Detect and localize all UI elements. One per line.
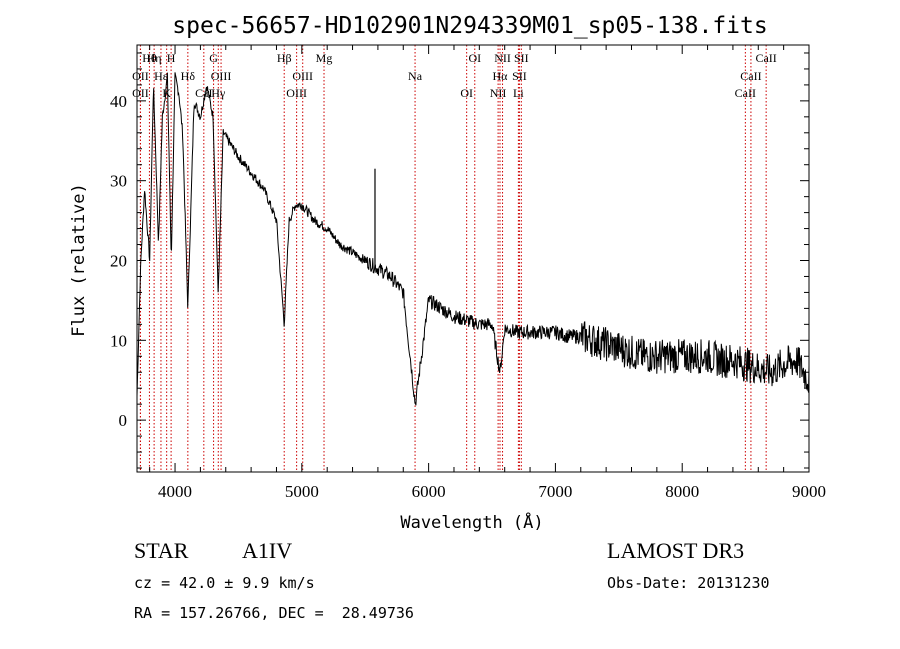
spectral-line-label: Hε	[154, 69, 168, 83]
x-tick-label: 7000	[538, 482, 572, 501]
spectral-line-label: Hα	[493, 69, 509, 83]
coordinates: RA = 157.26766, DEC = 28.49736	[134, 604, 414, 622]
chart-title: spec-56657-HD102901N294339M01_sp05-138.f…	[172, 13, 767, 39]
survey-name: LAMOST DR3	[607, 538, 745, 563]
spectral-line-label: NII	[490, 86, 507, 100]
spectral-line-label: OII	[132, 86, 149, 100]
spectral-line-label: SII	[514, 51, 529, 65]
spectral-line-label: OII	[132, 69, 149, 83]
spectral-line-label: K	[162, 86, 171, 100]
spectral-line-label: Hθ	[142, 51, 157, 65]
spectral-line-label: OI	[468, 51, 481, 65]
object-type: STAR	[134, 538, 189, 563]
y-tick-label: 0	[119, 411, 128, 430]
spectral-class: A1IV	[242, 538, 293, 563]
spectral-line-label: NII	[494, 51, 511, 65]
spectral-line-label: CaII	[740, 69, 761, 83]
y-axis-label: Flux (relative)	[69, 183, 89, 337]
y-tick-label: 10	[110, 331, 127, 350]
plot-frame	[136, 44, 810, 473]
spectral-line-label: OI	[460, 86, 473, 100]
x-tick-label: 4000	[158, 482, 192, 501]
spectral-line-label: OIII	[292, 69, 313, 83]
x-tick-label: 9000	[792, 482, 826, 501]
spectrum-line	[136, 72, 810, 406]
spectral-line-label: SII	[512, 69, 527, 83]
spectral-line-label: OIII	[211, 69, 232, 83]
obs-date: Obs-Date: 20131230	[607, 574, 770, 592]
spectral-line-label: H	[167, 51, 176, 65]
spectral-line-label: OIII	[286, 86, 307, 100]
spectral-line-label: CaII	[755, 51, 776, 65]
spectrum-series	[136, 72, 810, 406]
x-tick-label: 6000	[412, 482, 446, 501]
redshift-info: cz = 42.0 ± 9.9 km/s	[134, 574, 315, 592]
spectral-line-label: Hβ	[277, 51, 292, 65]
spectral-line-label: Mg	[316, 51, 333, 65]
y-axis-ticks: 0 10 20 30 40	[110, 52, 809, 469]
spectral-line-label: Hη	[147, 51, 162, 65]
y-tick-label: 30	[110, 172, 127, 191]
x-tick-label: 5000	[285, 482, 319, 501]
spectral-line-label: Li	[513, 86, 524, 100]
y-tick-label: 20	[110, 251, 127, 270]
spectral-line-markers	[139, 45, 767, 472]
x-axis-label: Wavelength (Å)	[400, 511, 543, 533]
spectral-line-label: Hδ	[181, 69, 196, 83]
spectral-line-labels: HθOIIOIIHηHεKHHδCaIGOIIIHγHβOIIIOIIIMgNa…	[132, 51, 777, 100]
y-tick-label: 40	[110, 92, 127, 111]
spectral-line-label: CaII	[735, 86, 756, 100]
x-axis-ticks: 4000 5000 6000 7000 8000 9000	[149, 45, 826, 501]
spectral-line-label: G	[209, 51, 218, 65]
spectral-line-label: Na	[408, 69, 423, 83]
x-tick-label: 8000	[665, 482, 699, 501]
spectral-line-label: Hγ	[211, 86, 226, 100]
